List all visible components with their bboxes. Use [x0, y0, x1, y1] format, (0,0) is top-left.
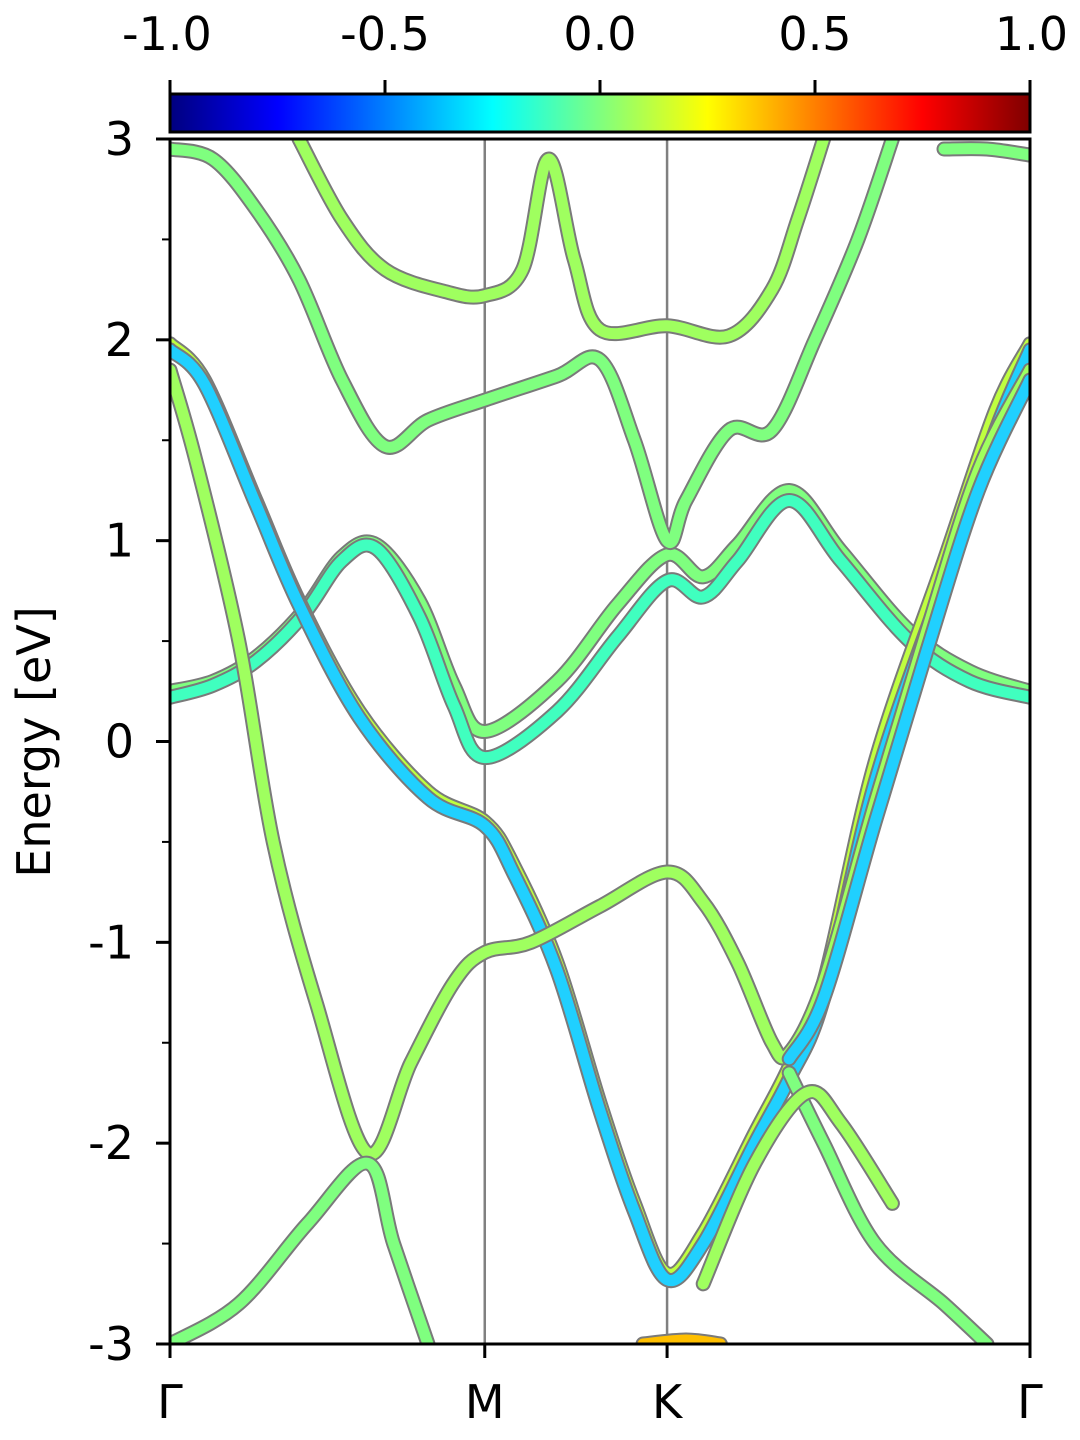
band-fill [293, 139, 830, 343]
band-fill [697, 1086, 898, 1290]
band-line [170, 139, 900, 551]
y-tick-label: 1 [105, 514, 134, 568]
colorbar-tick-label: -1.0 [122, 7, 212, 61]
band-fill [170, 139, 898, 549]
band-fill [170, 1157, 434, 1344]
colorbar-tick-label: 0.5 [778, 7, 851, 61]
plot-area: 3 2 1 0 -1 -2 -3 Γ M K Γ [88, 112, 1043, 1429]
y-tick-label: -1 [88, 915, 134, 969]
colorbar-gradient [168, 92, 1032, 134]
band-line [291, 139, 832, 345]
x-tick-label: Γ [157, 1375, 183, 1429]
x-tick-label: M [465, 1375, 505, 1429]
y-tick-label: 3 [105, 112, 134, 166]
band-fill [783, 1067, 993, 1344]
band-line [170, 342, 1030, 1288]
colorbar: -1.0 -0.5 0.0 0.5 1.0 [122, 7, 1068, 134]
colorbar-tick-label: 0.0 [563, 7, 636, 61]
band-fill [783, 374, 1030, 1065]
band-line [936, 141, 1030, 163]
band-fill [170, 344, 1030, 1287]
bands [170, 139, 1030, 1344]
band-line [695, 1084, 900, 1292]
band-outline [291, 139, 832, 345]
y-axis-title: Energy [eV] [7, 606, 61, 877]
band-line [170, 1155, 436, 1344]
y-tick-label: -2 [88, 1116, 134, 1170]
colorbar-tick-label: -0.5 [340, 7, 430, 61]
y-axis-ticks: 3 2 1 0 -1 -2 -3 [88, 112, 170, 1371]
y-tick-label: -3 [88, 1317, 134, 1371]
band-line [781, 1065, 995, 1344]
y-tick-label: 0 [105, 715, 134, 769]
band-outline [170, 1155, 436, 1344]
colorbar-ticks: -1.0 -0.5 0.0 0.5 1.0 [122, 7, 1068, 94]
band-fill [938, 143, 1030, 161]
colorbar-tick-label: 1.0 [995, 7, 1068, 61]
x-tick-label: K [652, 1375, 684, 1429]
y-tick-label: 2 [105, 313, 134, 367]
kpoint-lines [483, 139, 669, 1344]
band-line [781, 372, 1030, 1067]
band-outline [170, 342, 1030, 1288]
x-tick-label: Γ [1017, 1375, 1043, 1429]
